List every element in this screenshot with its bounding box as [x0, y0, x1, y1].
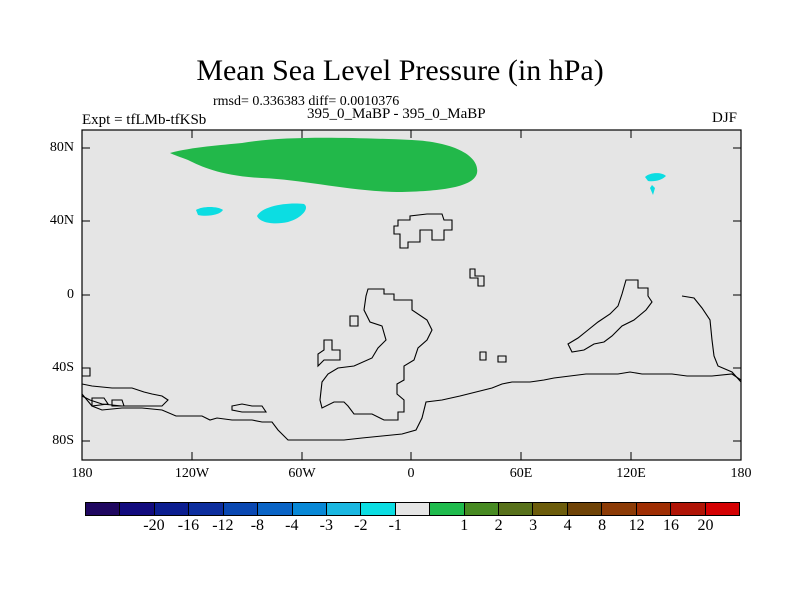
map-title: Mean Sea Level Pressure (in hPa) — [196, 54, 604, 87]
coastline-path — [567, 279, 653, 353]
colorbar-label: 2 — [494, 517, 503, 534]
lon-label: 120E — [616, 466, 646, 481]
coastline-path — [681, 295, 741, 383]
colorbar-label: 16 — [663, 517, 680, 534]
coastline-path — [82, 367, 91, 377]
colorbar-label: -3 — [319, 517, 333, 534]
colorbar-segment — [430, 503, 465, 515]
colorbar-segment — [361, 503, 396, 515]
colorbar-label: 12 — [628, 517, 645, 534]
colorbar-label: -2 — [354, 517, 368, 534]
positive-anomaly-region — [170, 137, 478, 192]
colorbar-label: -12 — [212, 517, 234, 534]
lon-label: 60W — [288, 466, 316, 481]
lat-label: 40N — [49, 213, 74, 228]
colorbar-label: -20 — [143, 517, 165, 534]
lon-label: 0 — [407, 466, 415, 481]
comparison-label: 395_0_MaBP - 395_0_MaBP — [307, 106, 486, 122]
colorbar-segment — [636, 503, 672, 515]
coastline-path — [231, 403, 268, 413]
colorbar-segment — [567, 503, 603, 515]
colorbar-segment — [533, 503, 568, 515]
colorbar-segment — [154, 503, 190, 515]
negative-anomaly-region — [257, 203, 307, 224]
lat-label: 80N — [49, 140, 74, 155]
coastline-path — [82, 383, 169, 407]
lon-label: 180 — [730, 466, 752, 481]
colorbar-segment — [189, 503, 224, 515]
negative-anomaly-region — [645, 173, 666, 195]
coastline-path — [319, 288, 433, 421]
colorbar-segment — [464, 503, 500, 515]
colorbar-label: 8 — [598, 517, 607, 534]
colorbar-label: 20 — [697, 517, 714, 534]
map-plot-area — [82, 130, 741, 460]
coastline-path — [479, 351, 507, 363]
colorbar-segment — [120, 503, 155, 515]
stats-label: rmsd= 0.336383 diff= 0.0010376 — [213, 94, 400, 109]
colorbar-label: -8 — [250, 517, 265, 534]
colorbar-segment — [258, 503, 293, 515]
lat-label: 0 — [67, 287, 74, 302]
colorbar-label: -4 — [285, 517, 299, 534]
colorbar-segment — [671, 503, 706, 515]
negative-anomaly-region — [196, 207, 223, 216]
colorbar-segment — [499, 503, 534, 515]
lat-label: 40S — [52, 360, 74, 375]
lon-label: 180 — [71, 466, 93, 481]
coastline-path — [82, 371, 741, 441]
coastline-path — [469, 268, 485, 287]
colorbar-segment — [602, 503, 637, 515]
coastline-path — [393, 213, 453, 249]
lon-label: 60E — [509, 466, 533, 481]
colorbar-label: -1 — [388, 517, 402, 534]
coastline-path — [317, 339, 341, 368]
lon-label: 120W — [174, 466, 210, 481]
colorbar — [85, 502, 740, 516]
colorbar-segment — [223, 503, 259, 515]
colorbar-label: 1 — [460, 517, 469, 534]
colorbar-segment — [86, 503, 121, 515]
experiment-label: Expt = tfLMb-tfKSb — [82, 112, 207, 128]
colorbar-label: 4 — [563, 517, 572, 534]
colorbar-segment — [326, 503, 362, 515]
season-label: DJF — [712, 110, 738, 126]
coastline-path — [349, 315, 359, 327]
colorbar-label: -16 — [177, 517, 200, 534]
colorbar-segment — [292, 503, 327, 515]
colorbar-segment — [705, 503, 740, 515]
colorbar-segment — [395, 503, 431, 515]
colorbar-label: 3 — [529, 517, 538, 534]
lat-label: 80S — [52, 433, 74, 448]
coastlines — [82, 213, 741, 441]
